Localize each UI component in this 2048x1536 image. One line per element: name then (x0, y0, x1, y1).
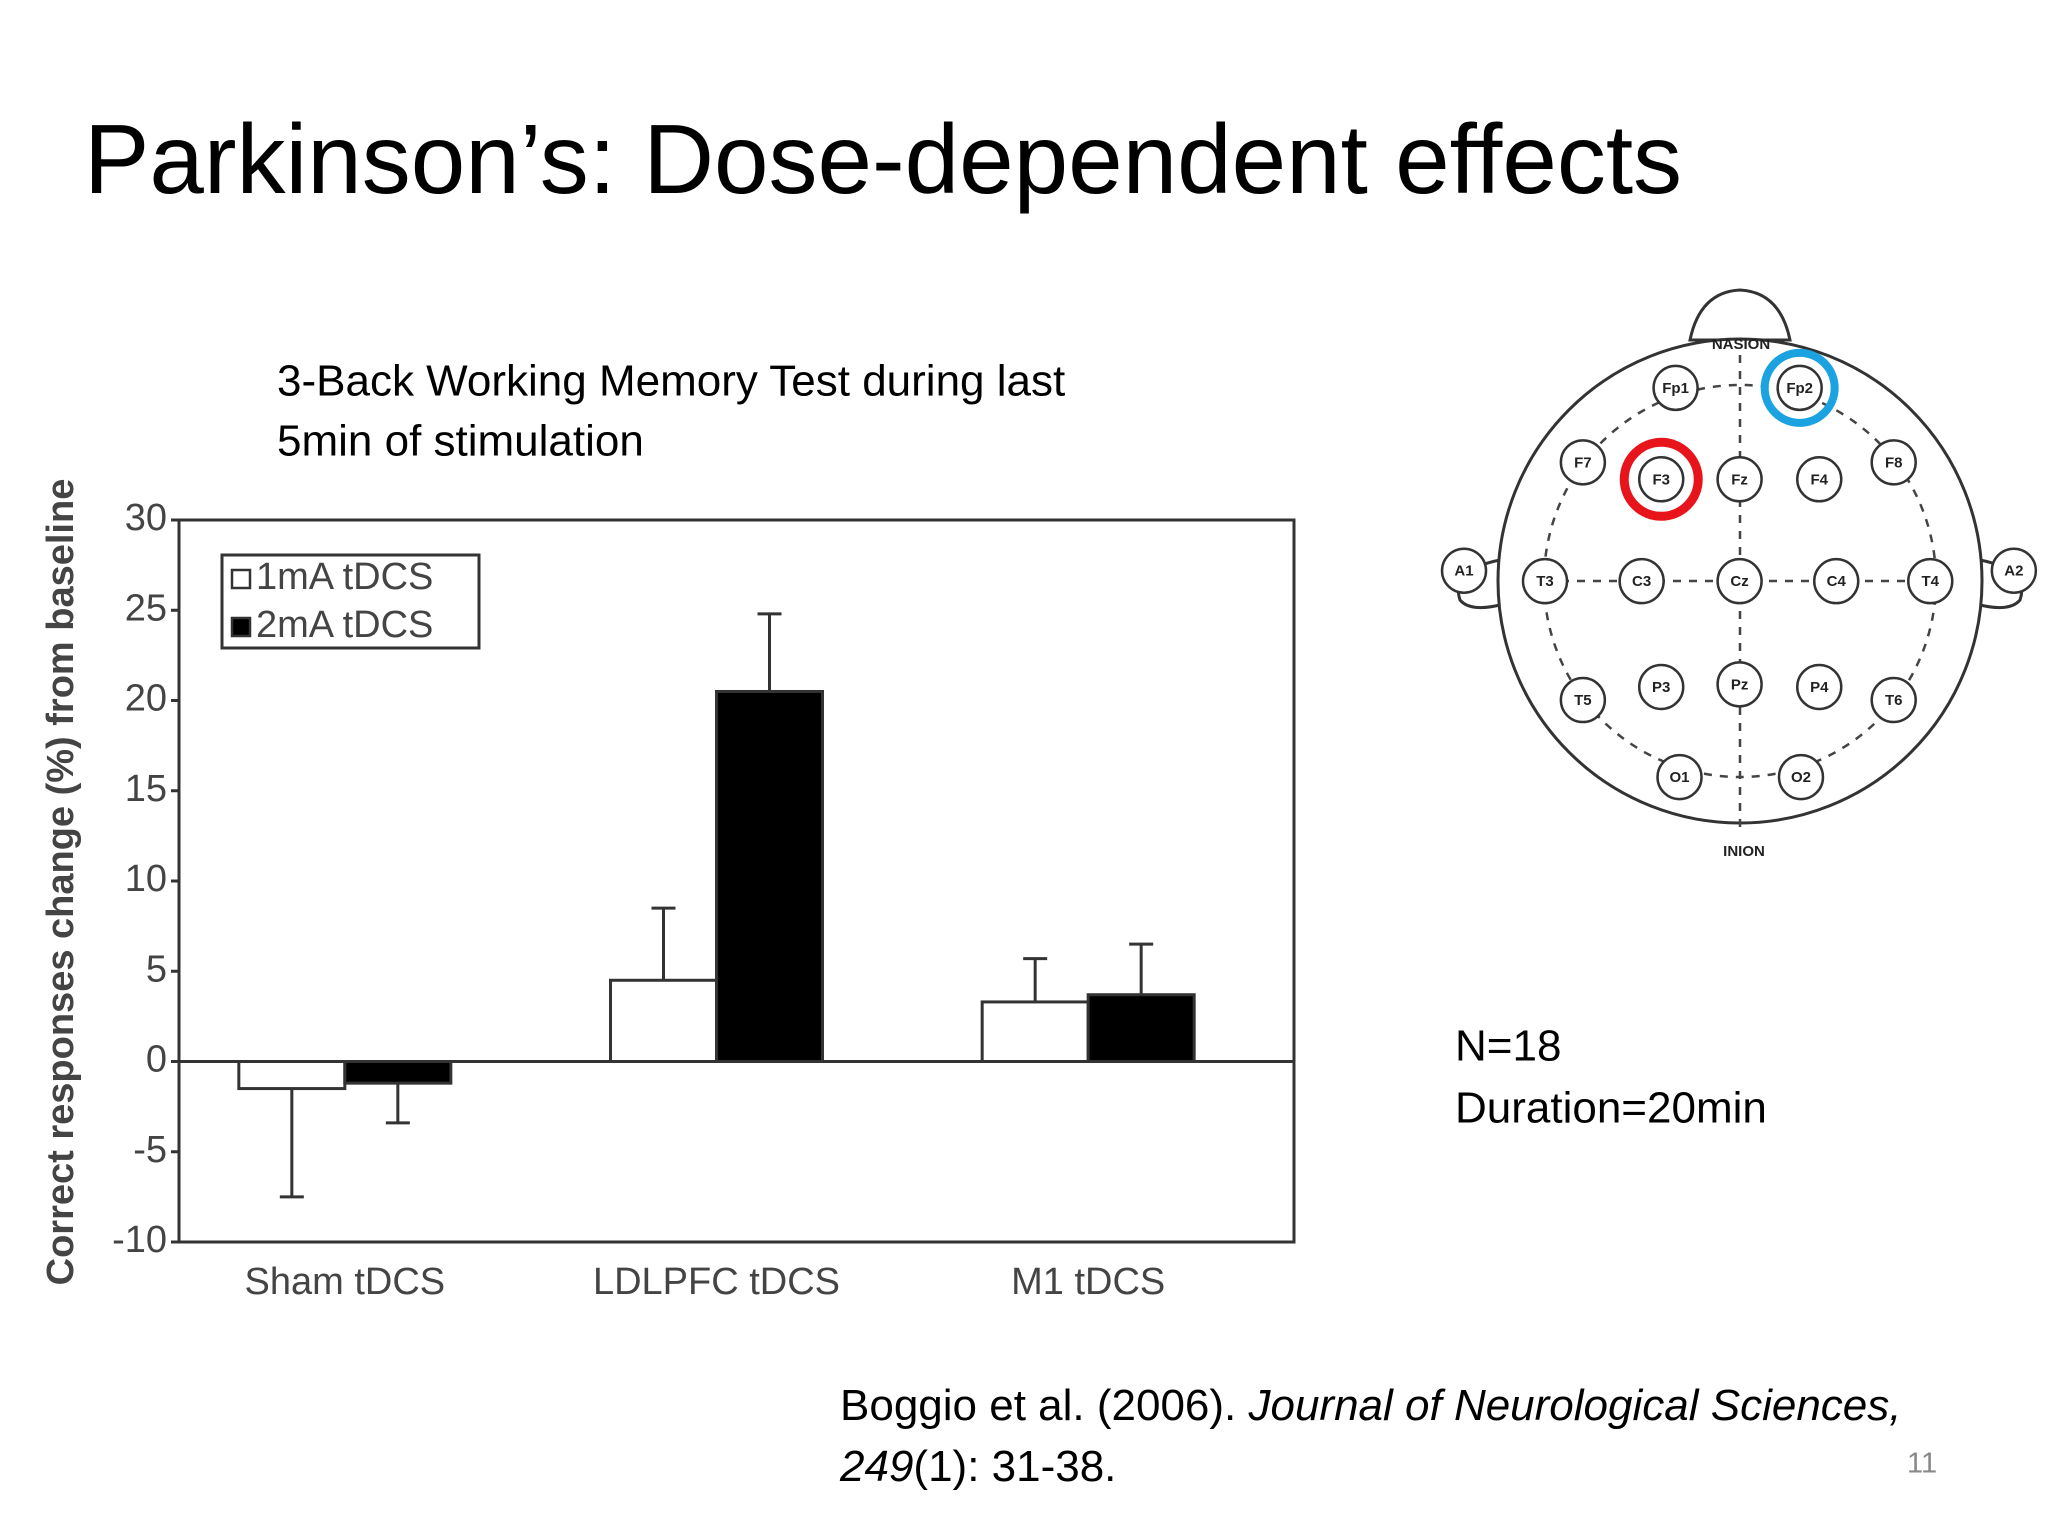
electrode-label: O1 (1670, 769, 1690, 786)
y-tick-label: -5 (133, 1129, 167, 1171)
electrode-label: T4 (1922, 573, 1940, 590)
bar (715, 689, 824, 1063)
electrode (1870, 439, 1917, 486)
electrode-label: Fp2 (1786, 380, 1813, 397)
citation-volume: 249 (839, 1442, 913, 1491)
legend-label: 1mA tDCS (256, 556, 433, 598)
electrode-label: Cz (1730, 573, 1748, 590)
electrode-label: A2 (2004, 563, 2023, 580)
electrode (1777, 753, 1825, 801)
electrode (1990, 547, 2038, 594)
electrode-label: O2 (1791, 769, 1811, 786)
slide-title: Parkinson’s: Dose-dependent effects (84, 104, 1682, 214)
highlight-f3 (1619, 437, 1703, 521)
electrode (1870, 676, 1917, 724)
note: N=18 (1455, 1022, 1561, 1071)
nasion-label: NASION (1712, 336, 1770, 353)
bar (609, 978, 718, 1064)
electrode-label: A1 (1454, 563, 1473, 580)
y-tick-label: 20 (125, 678, 167, 720)
citation-authors: Boggio et al. (2006). (840, 1381, 1248, 1430)
x-tick-label: Sham tDCS (245, 1261, 446, 1303)
legend-swatch (230, 568, 252, 590)
eeg-diagram: NASION INION Fp1 Fp2 F7 F3 Fz F4 F8 A1 T3 C3 Cz C4 T… (1440, 288, 2038, 860)
y-tick-label: -10 (112, 1219, 167, 1261)
bar (237, 1060, 347, 1091)
citation: Boggio et al. (2006). Journal of Neurolo… (840, 1381, 1902, 1430)
y-tick-label: 10 (125, 858, 167, 900)
electrode (1440, 547, 1488, 594)
electrode (1776, 364, 1823, 412)
electrode (1637, 456, 1685, 503)
electrode (1907, 557, 1954, 605)
electrode-label: C4 (1827, 573, 1847, 590)
electrode-label: F4 (1811, 471, 1829, 488)
y-tick-label: 5 (146, 948, 167, 990)
electrode-label: Fz (1731, 471, 1748, 488)
x-tick-label: LDLPFC tDCS (593, 1261, 840, 1303)
electrode-label: F7 (1574, 454, 1592, 471)
electrode-label: P4 (1810, 679, 1829, 696)
electrode (1796, 663, 1843, 711)
y-tick-label: 0 (146, 1039, 167, 1081)
bar (980, 1000, 1090, 1063)
electrode (1618, 557, 1665, 605)
inion-label: INION (1723, 843, 1765, 860)
x-tick-label: M1 tDCS (1011, 1261, 1165, 1303)
citation: 249(1): 31-38. (839, 1442, 1116, 1491)
electrode-label: Fp1 (1662, 380, 1689, 397)
electrode (1652, 364, 1699, 412)
page-number: 11 (1907, 1448, 1937, 1480)
electrode (1716, 661, 1763, 708)
y-tick-label: 30 (125, 497, 167, 539)
electrode (1812, 557, 1860, 605)
electrode (1637, 663, 1685, 711)
electrode-label: T3 (1536, 573, 1554, 590)
electrode (1521, 557, 1569, 605)
electrode-label: T6 (1885, 692, 1903, 709)
electrode-label: T5 (1574, 692, 1592, 709)
legend-label: 2mA tDCS (256, 604, 433, 646)
electrode-label: Pz (1731, 676, 1749, 693)
caption: 3-Back Working Memory Test during last (277, 357, 1065, 406)
electrode (1559, 439, 1607, 486)
caption: 5min of stimulation (277, 417, 644, 466)
note: Duration=20min (1455, 1084, 1767, 1133)
citation-pages: (1): 31-38. (913, 1442, 1116, 1491)
citation-journal: Journal of Neurological Sciences, (1247, 1381, 1901, 1430)
y-axis-label: Correct responses change (%) from baseli… (40, 479, 82, 1286)
electrode-label: C3 (1632, 573, 1651, 590)
bar (1086, 993, 1196, 1064)
electrode (1656, 753, 1703, 801)
y-tick-label: 25 (125, 587, 167, 629)
highlight-fp2 (1760, 348, 1839, 427)
electrode-label: F8 (1885, 454, 1903, 471)
bar (343, 1060, 453, 1085)
electrode (1716, 456, 1763, 503)
electrode (1559, 676, 1607, 724)
electrode (1716, 557, 1763, 605)
y-tick-label: 15 (125, 768, 167, 810)
legend-swatch (230, 616, 252, 638)
electrode-label: F3 (1652, 471, 1670, 488)
legend-box (220, 553, 481, 650)
electrode (1796, 456, 1843, 503)
nose (1688, 288, 1792, 342)
electrode-label: P3 (1652, 679, 1670, 696)
